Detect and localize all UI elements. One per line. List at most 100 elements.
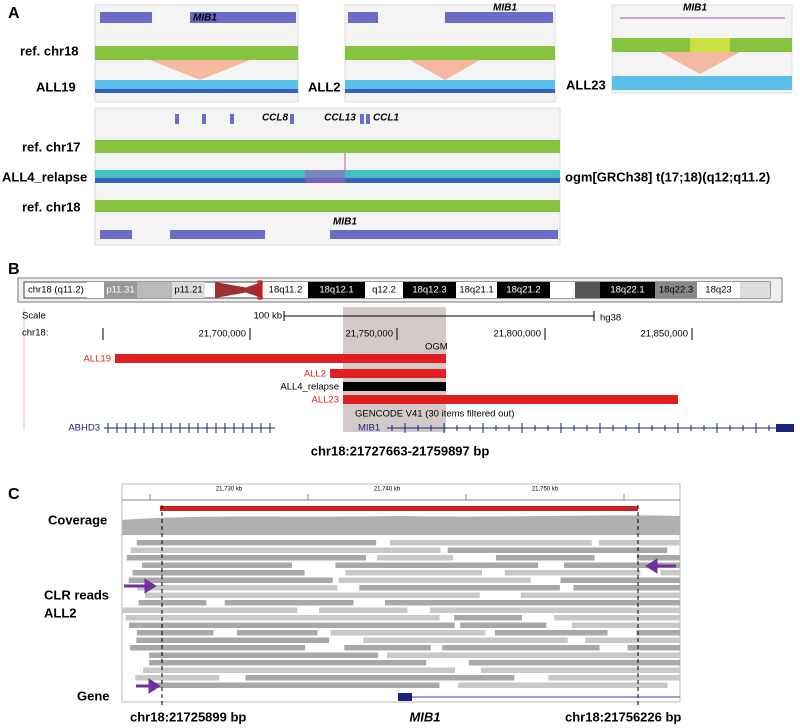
band	[550, 282, 575, 298]
gene-label: CCL13	[324, 113, 356, 124]
read	[149, 652, 379, 658]
read	[125, 615, 440, 621]
read	[627, 645, 680, 651]
axis-label: chr18:	[22, 328, 48, 339]
track-label: Coverage	[48, 512, 107, 527]
band-label: 18q21.1	[459, 285, 493, 296]
track-label: Gene	[77, 688, 110, 703]
read	[563, 562, 680, 568]
panel-a-bottom: CCL8 CCL13 CCL1 ref. chr17 ALL4_relapse …	[2, 107, 770, 246]
read	[480, 667, 680, 673]
tick-label: 21,730 kb	[216, 487, 243, 493]
track-label: ref. chr18	[22, 199, 81, 214]
read	[429, 607, 680, 613]
read	[143, 667, 456, 673]
band	[697, 282, 740, 298]
read	[128, 577, 333, 583]
read	[138, 600, 207, 606]
region: chr18:21727663-21759897 bp	[311, 443, 490, 458]
read	[338, 577, 531, 583]
read	[345, 570, 482, 576]
panel-label: B	[8, 261, 20, 278]
read	[122, 607, 298, 613]
band-label: 18q22.1	[610, 285, 644, 296]
read	[130, 645, 306, 651]
read	[495, 555, 595, 561]
band	[600, 282, 655, 298]
read	[442, 645, 600, 651]
highlight-label: OGM	[425, 342, 448, 353]
sample-label: ALL23	[312, 395, 339, 406]
read	[548, 675, 680, 681]
panel-c: 21,730 kb 21,740 kb 21,750 kb Coverage C…	[44, 483, 681, 724]
read	[447, 547, 668, 553]
gene-label: MIB1	[358, 423, 380, 434]
read	[344, 645, 431, 651]
read	[389, 540, 592, 546]
track-label: GENCODE V41 (30 items filtered out)	[355, 409, 514, 420]
band	[87, 282, 104, 298]
read	[468, 660, 680, 666]
band-label: 18q23	[705, 285, 731, 296]
read	[560, 577, 680, 583]
tick-label: 21,750 kb	[532, 487, 559, 493]
tick-label: 21,850,000	[640, 329, 688, 340]
read	[130, 547, 441, 553]
read	[636, 630, 680, 636]
band-label: 18q12.1	[319, 285, 353, 296]
gene-label: MIB1	[409, 709, 440, 724]
scale: 100 kb	[253, 311, 282, 322]
breakpoint-label: chr18:21725899 bp	[130, 709, 246, 724]
gene-label: MIB1	[333, 217, 357, 228]
read	[458, 682, 668, 688]
read	[126, 555, 367, 561]
panel-label: C	[8, 486, 20, 503]
panel-label: A	[8, 5, 20, 22]
tick-label: 21,750,000	[345, 329, 393, 340]
band	[308, 282, 365, 298]
sample-label: ALL19	[84, 354, 111, 365]
band	[104, 282, 137, 298]
tick-label: 21,800,000	[493, 329, 541, 340]
read	[363, 637, 568, 643]
band	[365, 282, 403, 298]
read	[377, 555, 454, 561]
gene-label: CCL1	[373, 113, 400, 124]
read	[136, 540, 377, 546]
gene-label: MIB1	[493, 3, 517, 14]
read	[318, 607, 408, 613]
band	[403, 282, 456, 298]
gene-label: ABHD3	[68, 423, 100, 434]
track-label: ref. chr18	[20, 43, 79, 58]
track-label: ALL2	[44, 605, 77, 620]
breakpoint-label: chr18:21756226 bp	[565, 709, 681, 724]
track-label: ALL4_relapse	[2, 169, 87, 184]
read	[386, 652, 680, 658]
read	[136, 630, 214, 636]
annotation: ogm[GRCh38] t(17;18)(q12;q11.2)	[565, 169, 770, 184]
gene-label: CCL8	[262, 113, 289, 124]
band-label: 18q21.2	[506, 285, 540, 296]
read	[135, 675, 220, 681]
band	[740, 282, 770, 298]
read	[520, 592, 680, 598]
track-label: ref. chr17	[22, 139, 81, 154]
sample-label: ALL2	[304, 369, 326, 380]
read	[148, 682, 440, 688]
track-label: ALL23	[566, 77, 606, 92]
panel-b: chr18 (q11.2) p11.31 p11.21 18q11.2 18q12.1…	[17, 277, 794, 458]
band-label: p11.21	[174, 285, 202, 296]
band	[497, 282, 550, 298]
band	[263, 282, 308, 298]
read	[636, 555, 680, 561]
read	[132, 570, 305, 576]
panel-a-top: MIB1 MIB1 MIB1 ref. chr18 ALL19 ALL2 ALL…	[20, 3, 793, 103]
band-label: 18q22.3	[659, 285, 693, 296]
gene-label: MIB1	[683, 3, 707, 14]
chrom-label: chr18 (q11.2)	[28, 285, 84, 296]
scale-label: Scale	[22, 311, 46, 322]
read	[149, 660, 427, 666]
read	[660, 570, 680, 576]
read	[384, 600, 680, 606]
tick-label: 21,700,000	[198, 329, 246, 340]
